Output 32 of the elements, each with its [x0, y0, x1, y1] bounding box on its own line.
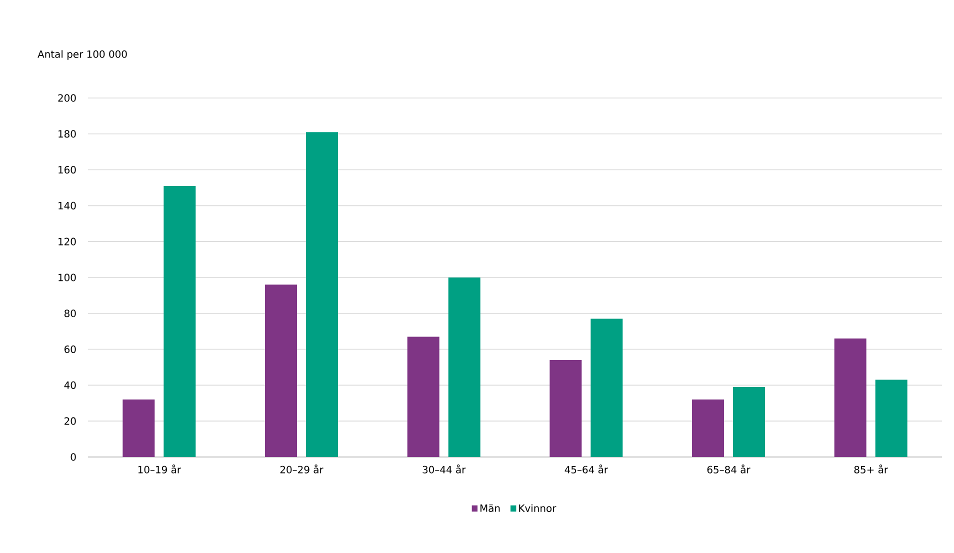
x-tick-label: 65–84 år — [707, 464, 750, 474]
legend-label: Kvinnor — [519, 504, 556, 512]
y-tick-label: 120 — [58, 238, 76, 246]
y-tick-label: 40 — [64, 381, 76, 389]
bar — [733, 386, 766, 457]
bar — [590, 318, 623, 457]
bar — [834, 338, 866, 457]
y-tick-label: 180 — [58, 130, 76, 138]
y-axis-title: Antal per 100 000 — [38, 50, 127, 60]
x-tick-label: 10–19 år — [138, 464, 182, 474]
legend-label: Män — [480, 504, 500, 512]
bar — [448, 277, 480, 457]
bar — [306, 132, 338, 457]
y-tick-label: 140 — [58, 202, 76, 210]
bar — [407, 336, 440, 457]
bar — [265, 284, 298, 457]
bar — [692, 400, 724, 457]
y-tick-label: 80 — [64, 310, 76, 318]
bar — [164, 186, 196, 457]
x-tick-label: 85+ år — [854, 464, 888, 474]
y-tick-label: 20 — [64, 417, 76, 425]
y-tick-label: 60 — [64, 346, 76, 354]
x-tick-label: 30–44 år — [422, 464, 466, 474]
y-tick-label: 160 — [58, 166, 76, 174]
bar — [875, 380, 908, 457]
y-tick-label: 100 — [58, 274, 76, 282]
x-tick-label: 20–29 år — [280, 464, 324, 474]
y-tick-label: 200 — [58, 94, 76, 102]
y-tick-label: 0 — [70, 453, 76, 461]
bar — [122, 400, 155, 457]
x-tick-label: 45–64 år — [564, 464, 608, 474]
bar — [550, 360, 582, 457]
